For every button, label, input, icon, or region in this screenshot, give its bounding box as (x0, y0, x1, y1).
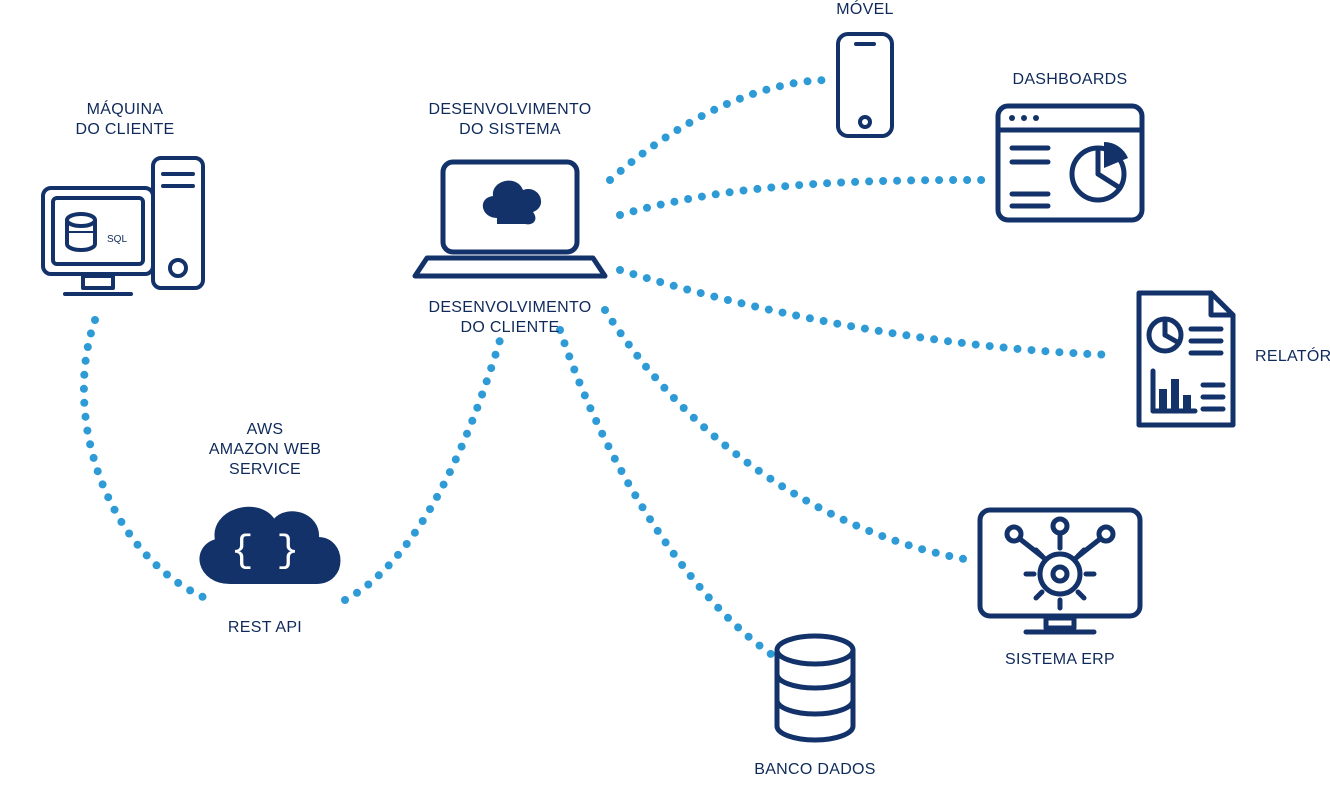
node-database: BANCO DADOS (730, 630, 900, 780)
laptop-cloud-icon (405, 148, 615, 288)
node-label: RELATÓRIOS (1255, 347, 1330, 367)
desktop-sql-icon: SQL (35, 148, 215, 308)
dashboard-icon (990, 98, 1150, 228)
node-client-machine: MÁQUINA DO CLIENTE SQL (30, 100, 220, 308)
node-label: REST API (150, 618, 380, 638)
corner-whitebox (1100, 744, 1330, 794)
node-label: BANCO DADOS (730, 760, 900, 780)
node-reports: RELATÓRIOS (1120, 285, 1250, 435)
database-icon (765, 630, 865, 750)
report-icon (1125, 285, 1245, 435)
node-label: MÓVEL (805, 0, 925, 20)
node-dashboards: DASHBOARDS (970, 70, 1170, 228)
mobile-icon (830, 28, 900, 143)
node-label: DASHBOARDS (970, 70, 1170, 90)
node-mobile: MÓVEL (805, 0, 925, 143)
node-erp: SISTEMA ERP (960, 500, 1160, 670)
sql-label: SQL (107, 234, 127, 245)
cloud-api-icon: { } (180, 488, 350, 608)
node-label: SISTEMA ERP (960, 650, 1160, 670)
node-label: MÁQUINA DO CLIENTE (30, 100, 220, 140)
architecture-diagram: MÁQUINA DO CLIENTE SQL AWS AMA (0, 0, 1330, 794)
braces-glyph: { } (231, 530, 299, 573)
node-aws: AWS AMAZON WEB SERVICE { } REST API (150, 420, 380, 638)
node-label: DESENVOLVIMENTO DO SISTEMA (390, 100, 630, 140)
node-label: AWS AMAZON WEB SERVICE (150, 420, 380, 480)
node-label: DESENVOLVIMENTO DO CLIENTE (390, 298, 630, 338)
node-system-dev: DESENVOLVIMENTO DO SISTEMA DESENVOLVIMEN… (390, 100, 630, 338)
erp-icon (970, 500, 1150, 640)
